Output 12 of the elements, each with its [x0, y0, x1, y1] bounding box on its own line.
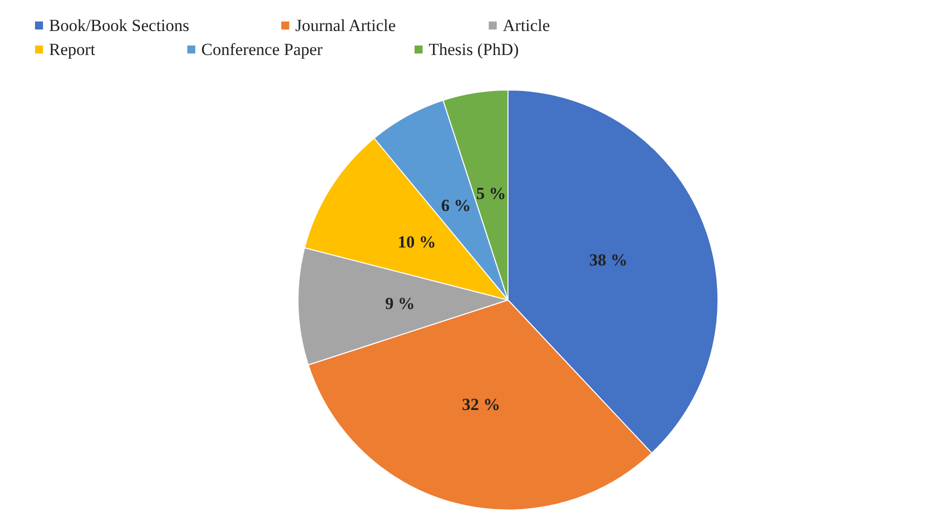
legend-label: Article: [502, 16, 550, 35]
legend-label: Journal Article: [295, 16, 396, 35]
legend-label: Report: [49, 40, 96, 59]
data-label: 32 %: [462, 395, 500, 414]
data-label: 6 %: [441, 196, 471, 215]
legend-label: Conference Paper: [201, 40, 323, 59]
legend-label: Book/Book Sections: [49, 16, 190, 35]
data-label: 10 %: [398, 232, 436, 252]
data-label: 9 %: [385, 294, 415, 313]
data-label: 38 %: [589, 250, 628, 270]
data-label: 5 %: [476, 184, 506, 203]
legend-label: Thesis (PhD): [428, 40, 519, 59]
